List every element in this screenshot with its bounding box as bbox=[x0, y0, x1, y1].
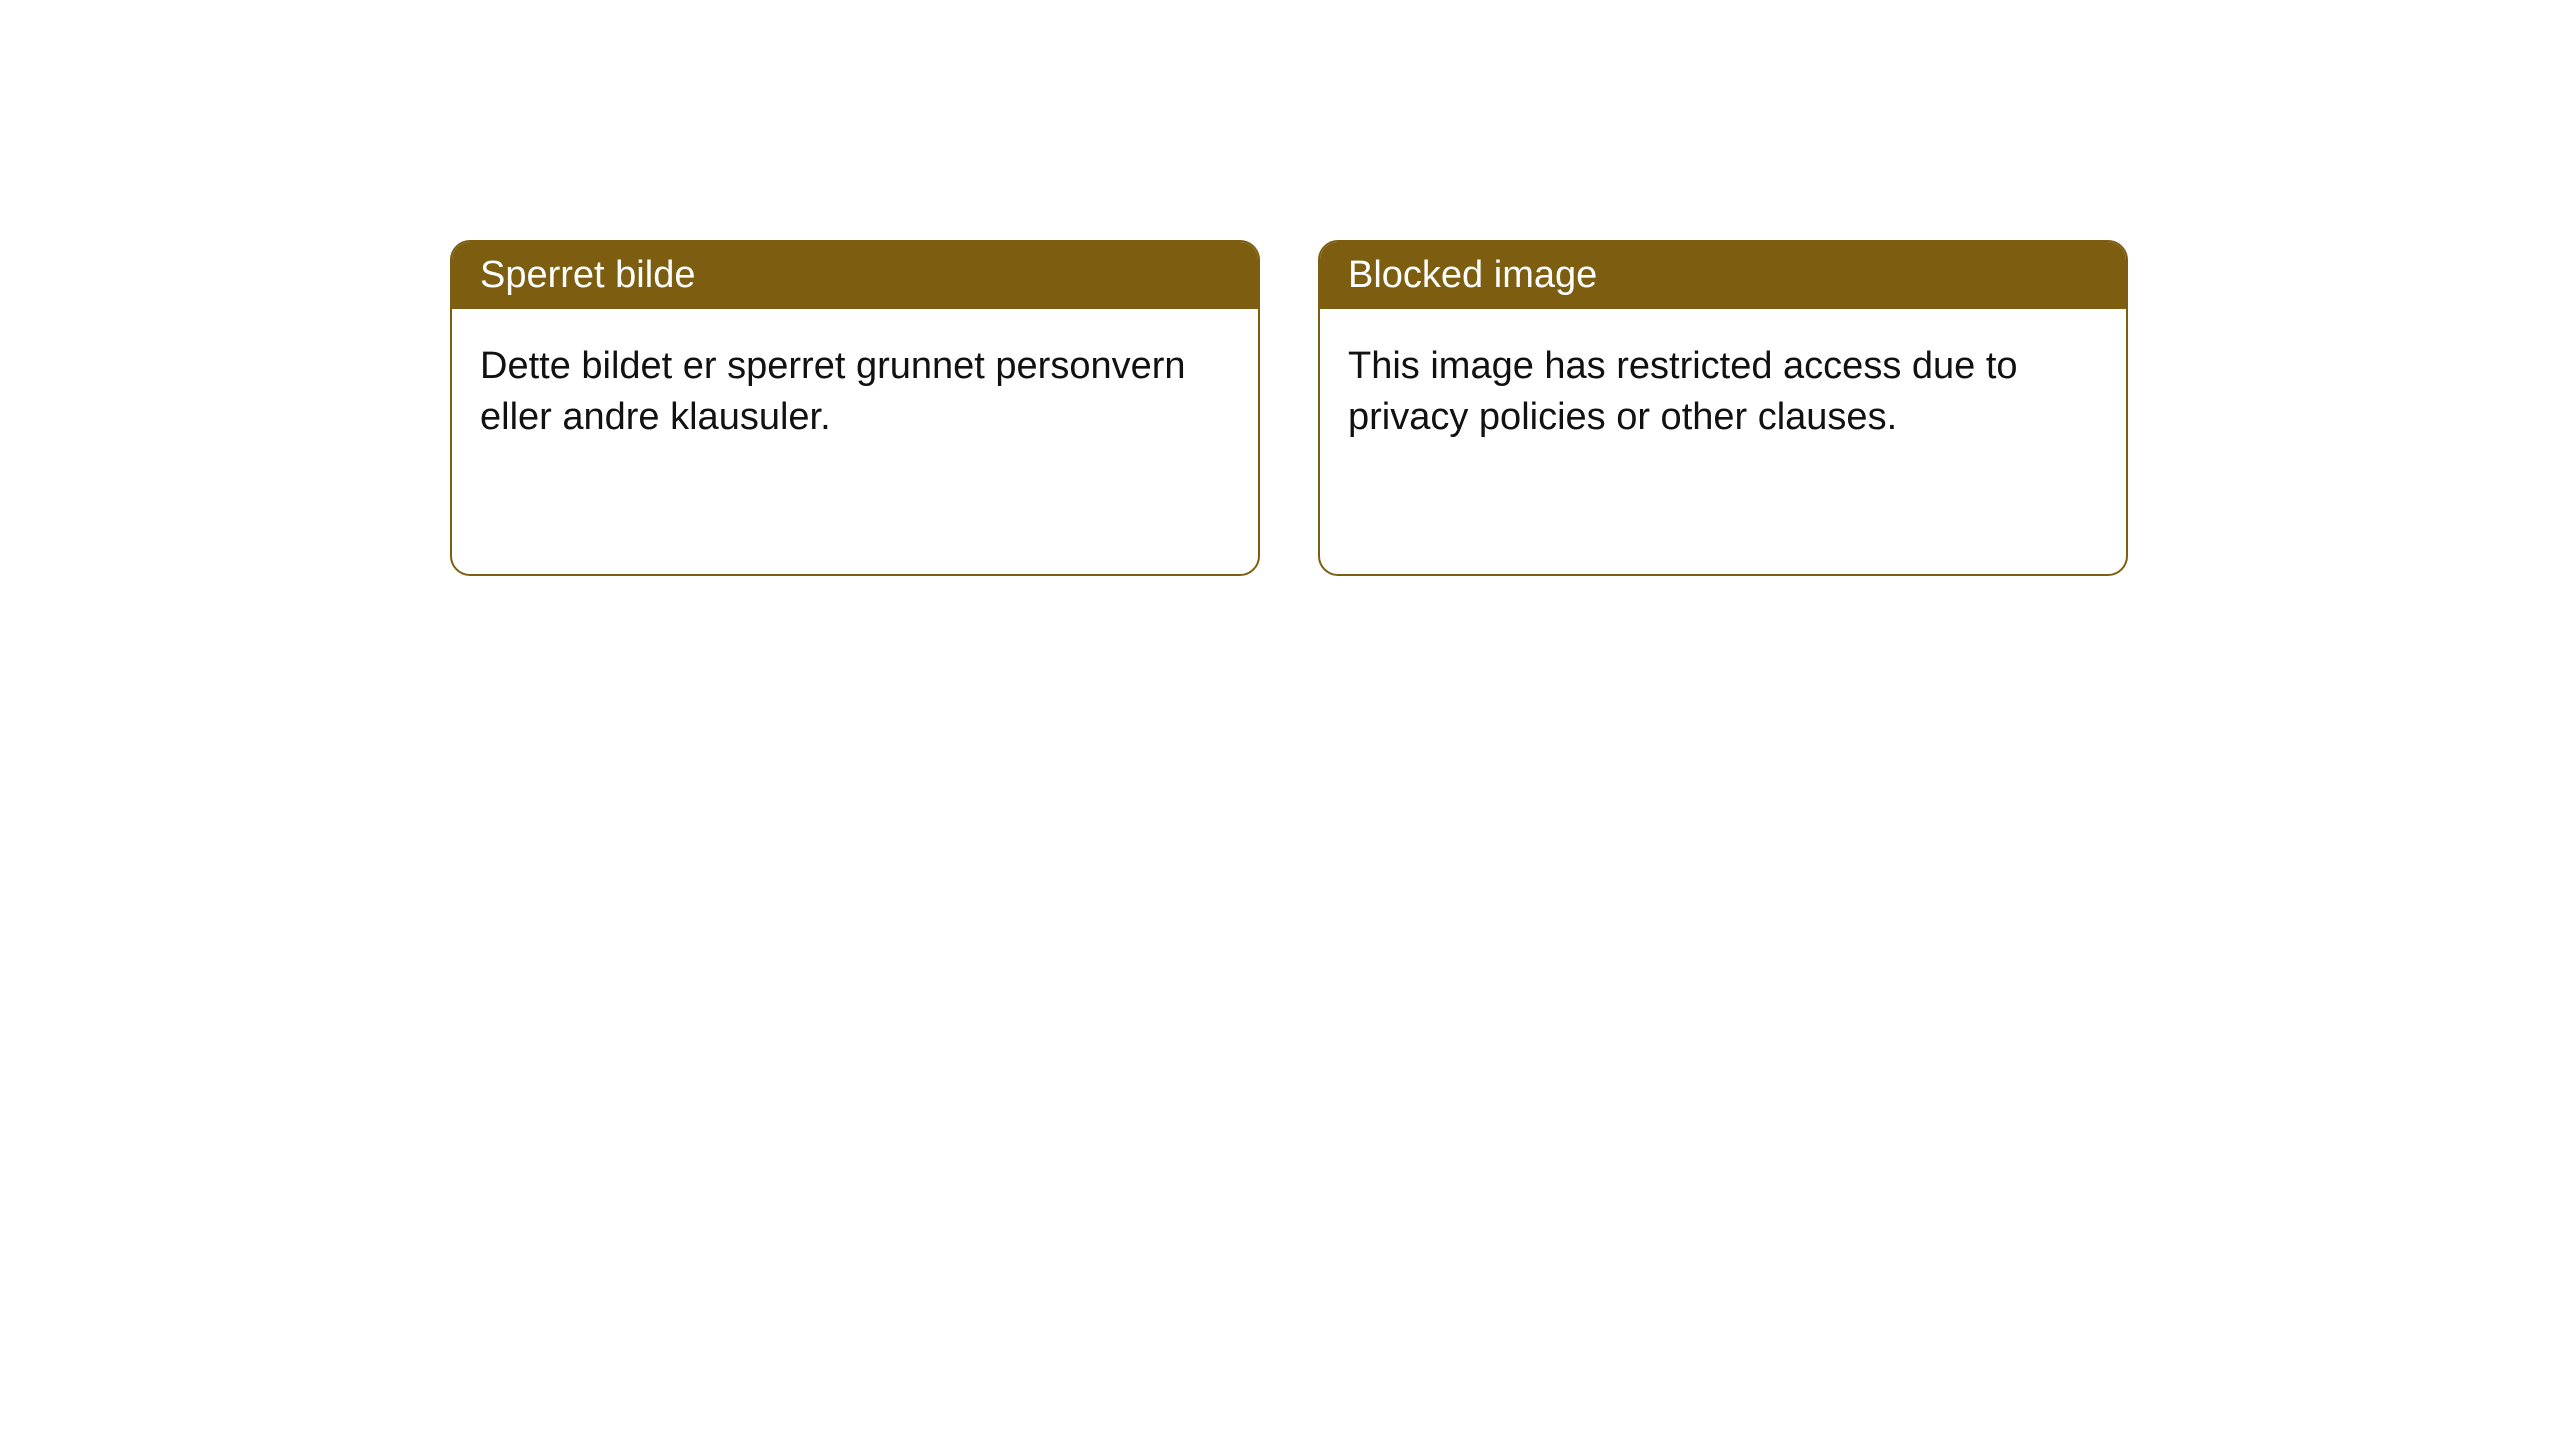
notice-card-no: Sperret bilde Dette bildet er sperret gr… bbox=[450, 240, 1260, 576]
notice-container: Sperret bilde Dette bildet er sperret gr… bbox=[450, 240, 2128, 576]
notice-header-no: Sperret bilde bbox=[452, 242, 1258, 309]
notice-body-en: This image has restricted access due to … bbox=[1320, 309, 2126, 476]
notice-body-no: Dette bildet er sperret grunnet personve… bbox=[452, 309, 1258, 476]
notice-text-no: Dette bildet er sperret grunnet personve… bbox=[480, 345, 1186, 438]
notice-title-en: Blocked image bbox=[1348, 254, 1597, 296]
notice-card-en: Blocked image This image has restricted … bbox=[1318, 240, 2128, 576]
notice-title-no: Sperret bilde bbox=[480, 254, 695, 296]
notice-header-en: Blocked image bbox=[1320, 242, 2126, 309]
notice-text-en: This image has restricted access due to … bbox=[1348, 345, 2018, 438]
